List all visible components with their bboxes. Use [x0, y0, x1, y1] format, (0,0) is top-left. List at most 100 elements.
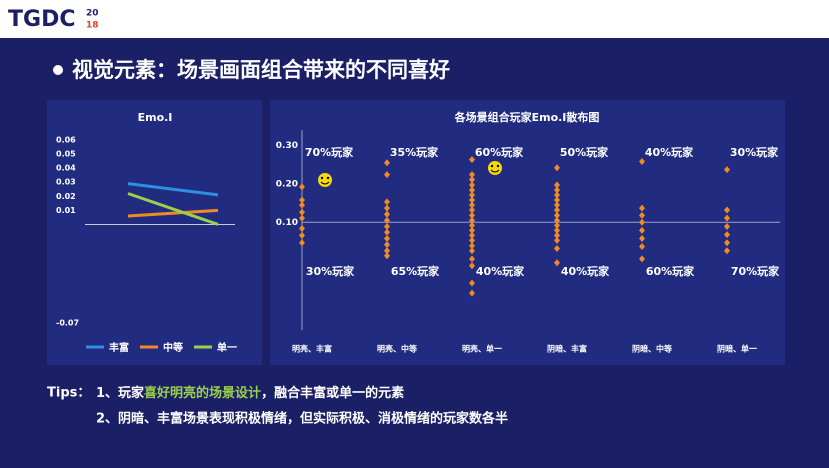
- point: [554, 226, 560, 234]
- annotation: 40%玩家: [645, 145, 694, 159]
- point: [384, 204, 390, 212]
- x-tick-label: 阴暗、单一: [717, 344, 757, 354]
- point: [299, 183, 305, 191]
- point: [384, 247, 390, 255]
- point: [384, 252, 390, 260]
- x-tick-label: 明亮、单一: [462, 344, 502, 354]
- point: [469, 176, 475, 184]
- point: [469, 201, 475, 209]
- point: [639, 243, 645, 251]
- point: [554, 196, 560, 204]
- annotation: 40%玩家: [476, 264, 525, 278]
- tip: 2、阴暗、丰富场景表现积极情绪，但实际积极、消极情绪的玩家数各半: [96, 411, 508, 427]
- point: [469, 196, 475, 204]
- y-tick-label: 0.20: [276, 179, 298, 189]
- point: [384, 198, 390, 206]
- tips-label: Tips：: [47, 386, 90, 401]
- point: [639, 204, 645, 212]
- series-line: [127, 208, 219, 218]
- annotation: 60%玩家: [475, 145, 524, 159]
- point: [469, 186, 475, 194]
- point: [724, 247, 730, 255]
- point: [554, 164, 560, 172]
- x-tick-label: 阴暗、中等: [632, 344, 672, 354]
- point: [554, 236, 560, 244]
- slide-title: 视觉元素：场景画面组合带来的不同喜好: [72, 58, 450, 82]
- point: [469, 181, 475, 189]
- annotation: 40%玩家: [561, 264, 610, 278]
- point: [299, 224, 305, 232]
- panel: [270, 100, 785, 365]
- annotation: 30%玩家: [730, 145, 779, 159]
- series-line: [127, 192, 219, 226]
- point: [469, 206, 475, 214]
- header-bar: [0, 0, 829, 38]
- point: [299, 201, 305, 209]
- point: [469, 262, 475, 270]
- point: [469, 156, 475, 164]
- y-tick-label: 0.30: [276, 141, 298, 151]
- point: [299, 208, 305, 216]
- x-tick-label: 明亮、中等: [377, 344, 417, 354]
- logo-year: 18: [86, 21, 99, 31]
- point: [639, 255, 645, 263]
- point: [724, 206, 730, 214]
- smiley: [318, 173, 332, 187]
- point: [469, 255, 475, 263]
- point: [724, 223, 730, 231]
- series-line: [127, 182, 219, 197]
- point: [554, 191, 560, 199]
- y-tick-label: 0.04: [56, 164, 76, 173]
- point: [469, 242, 475, 250]
- point: [469, 191, 475, 199]
- point: [384, 171, 390, 179]
- point: [724, 239, 730, 247]
- point: [724, 231, 730, 239]
- point: [469, 221, 475, 229]
- point: [724, 166, 730, 174]
- point: [639, 226, 645, 234]
- y-tick-label: 0.05: [56, 150, 76, 159]
- bullet: [53, 65, 63, 75]
- point: [554, 201, 560, 209]
- point: [384, 223, 390, 231]
- point: [554, 216, 560, 224]
- annotation: 70%玩家: [731, 264, 780, 278]
- legend-label: 中等: [163, 341, 183, 354]
- panel: [47, 100, 262, 365]
- point: [469, 231, 475, 239]
- point: [554, 186, 560, 194]
- point: [639, 158, 645, 166]
- tip-text: ，融合丰富或单一的元素: [261, 385, 404, 401]
- point: [469, 171, 475, 179]
- point: [554, 206, 560, 214]
- point: [639, 218, 645, 226]
- point: [384, 234, 390, 242]
- point: [384, 210, 390, 218]
- point: [469, 211, 475, 219]
- y-tick-label: 0.10: [276, 218, 298, 228]
- chart-title: Emo.I: [138, 111, 173, 124]
- x-tick-label: 明亮、丰富: [292, 344, 332, 354]
- point: [469, 289, 475, 297]
- chart-title: 各场景组合玩家Emo.I散布图: [454, 110, 600, 124]
- smiley: [488, 161, 502, 175]
- legend-label: 单一: [217, 341, 237, 354]
- tip-text: 1、玩家: [96, 385, 145, 401]
- point: [469, 216, 475, 224]
- point: [299, 239, 305, 247]
- point: [384, 216, 390, 224]
- point: [554, 259, 560, 267]
- legend-label: 丰富: [109, 341, 129, 354]
- point: [554, 221, 560, 229]
- y-tick-label: 0.02: [56, 192, 76, 201]
- point: [469, 247, 475, 255]
- logo: TGDC: [8, 7, 75, 32]
- point: [554, 231, 560, 239]
- point: [299, 231, 305, 239]
- annotation: 50%玩家: [560, 145, 609, 159]
- x-tick-label: 阴暗、丰富: [547, 344, 587, 354]
- y-tick-label: 0.01: [56, 206, 76, 215]
- annotation: 65%玩家: [391, 264, 440, 278]
